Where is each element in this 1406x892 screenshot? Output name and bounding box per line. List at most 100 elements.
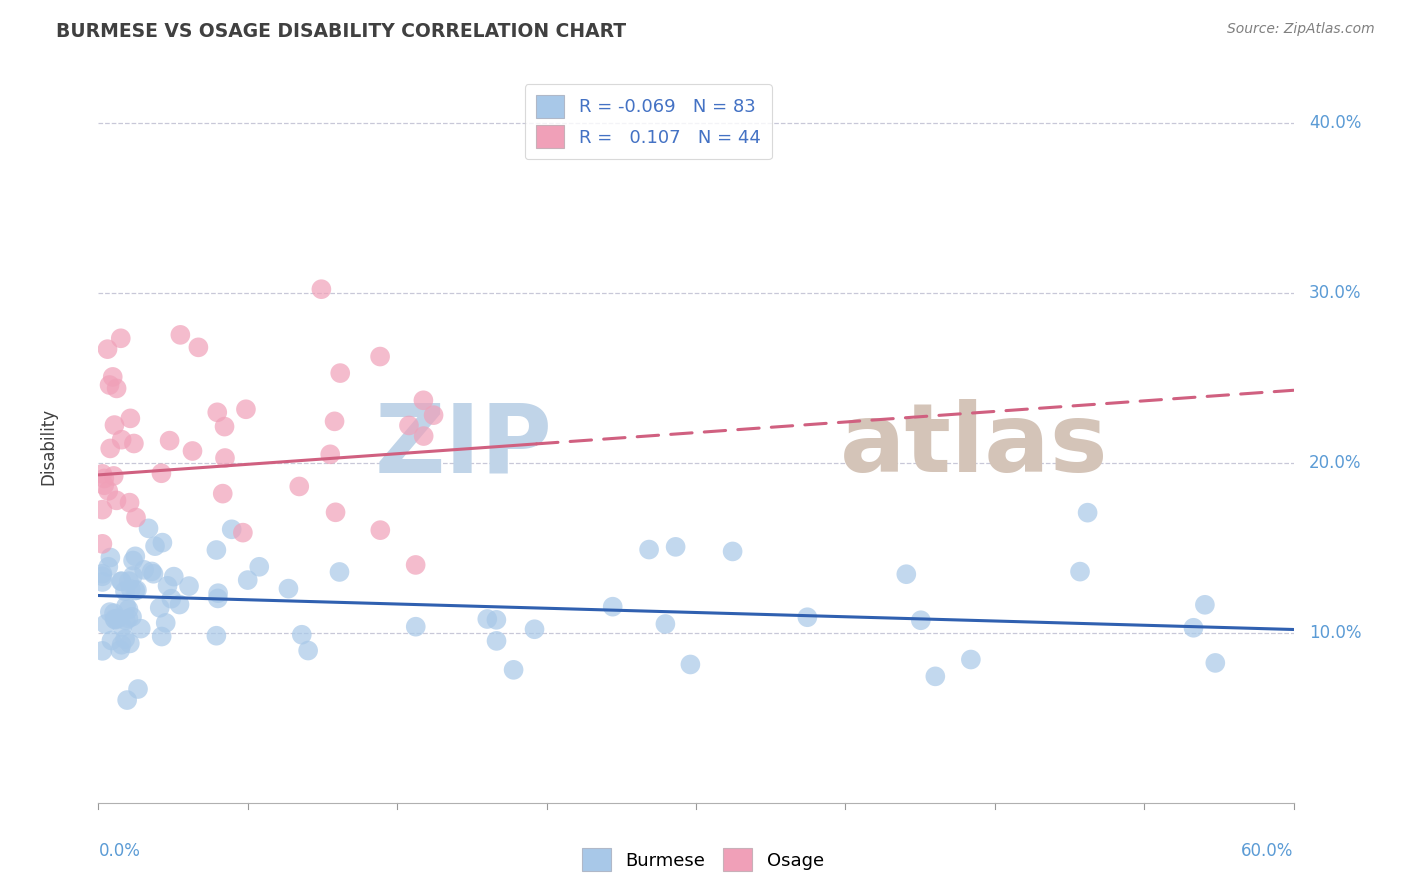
Text: 0.0%: 0.0% — [98, 842, 141, 860]
Point — [97, 483, 120, 498]
Point — [117, 602, 139, 616]
Point — [91, 467, 114, 481]
Legend: R = -0.069   N = 83, R =   0.107   N = 44: R = -0.069 N = 83, R = 0.107 N = 44 — [524, 84, 772, 160]
Point — [221, 522, 243, 536]
Point — [96, 342, 118, 356]
Point — [115, 693, 138, 707]
Point — [325, 505, 347, 519]
Point — [143, 539, 166, 553]
Point — [924, 669, 946, 683]
Point — [125, 510, 148, 524]
Point — [412, 393, 434, 408]
Point — [155, 615, 177, 630]
Point — [114, 632, 136, 646]
Point — [485, 633, 508, 648]
Point — [236, 573, 259, 587]
Point — [159, 434, 181, 448]
Point — [207, 586, 229, 600]
Point — [1204, 656, 1226, 670]
Text: Source: ZipAtlas.com: Source: ZipAtlas.com — [1227, 22, 1375, 37]
Point — [103, 606, 125, 620]
Text: 40.0%: 40.0% — [1309, 114, 1361, 132]
Point — [150, 630, 173, 644]
Point — [485, 613, 508, 627]
Text: ZIP: ZIP — [374, 400, 553, 492]
Point — [149, 600, 172, 615]
Point — [122, 553, 145, 567]
Point — [297, 643, 319, 657]
Point — [368, 523, 391, 537]
Point — [98, 378, 121, 392]
Point — [602, 599, 624, 614]
Text: BURMESE VS OSAGE DISABILITY CORRELATION CHART: BURMESE VS OSAGE DISABILITY CORRELATION … — [56, 22, 626, 41]
Point — [1077, 506, 1099, 520]
Point — [117, 611, 139, 625]
Point — [211, 486, 233, 500]
Point — [100, 633, 122, 648]
Point — [1194, 598, 1216, 612]
Point — [104, 613, 127, 627]
Point — [207, 591, 229, 606]
Point — [169, 598, 191, 612]
Point — [110, 638, 132, 652]
Point — [101, 370, 124, 384]
Point — [91, 537, 114, 551]
Point — [125, 582, 148, 597]
Text: atlas: atlas — [839, 400, 1108, 492]
Point — [118, 636, 141, 650]
Point — [127, 681, 149, 696]
Point — [110, 574, 132, 589]
Legend: Burmese, Osage: Burmese, Osage — [575, 841, 831, 879]
Point — [398, 418, 420, 433]
Point — [160, 591, 183, 606]
Point — [93, 478, 115, 492]
Point — [91, 569, 114, 583]
Point — [156, 579, 179, 593]
Point — [412, 429, 434, 443]
Point — [910, 613, 932, 627]
Point — [796, 610, 818, 624]
Point — [477, 612, 499, 626]
Point — [960, 652, 983, 666]
Point — [163, 569, 186, 583]
Point — [235, 402, 257, 417]
Point — [679, 657, 702, 672]
Point — [721, 544, 744, 558]
Point — [232, 525, 254, 540]
Point — [111, 433, 134, 447]
Point — [405, 620, 427, 634]
Point — [328, 565, 350, 579]
Point — [368, 350, 391, 364]
Text: 20.0%: 20.0% — [1309, 454, 1361, 472]
Point — [169, 327, 191, 342]
Point — [181, 444, 204, 458]
Point — [288, 479, 311, 493]
Point — [98, 605, 121, 619]
Point — [114, 584, 136, 599]
Point — [291, 628, 314, 642]
Point — [523, 622, 546, 636]
Point — [142, 566, 165, 581]
Point — [98, 442, 121, 456]
Point — [329, 366, 352, 380]
Point — [94, 617, 117, 632]
Point — [323, 414, 346, 428]
Point — [638, 542, 661, 557]
Point — [91, 502, 114, 516]
Point — [105, 381, 128, 395]
Point — [122, 569, 145, 583]
Point — [405, 558, 427, 572]
Point — [1182, 621, 1205, 635]
Point — [654, 617, 676, 632]
Point — [110, 574, 132, 589]
Point — [138, 521, 160, 535]
Point — [319, 447, 342, 461]
Point — [205, 543, 228, 558]
Text: 30.0%: 30.0% — [1309, 284, 1361, 302]
Point — [177, 579, 200, 593]
Point — [91, 644, 114, 658]
Text: 60.0%: 60.0% — [1241, 842, 1294, 860]
Point — [665, 540, 688, 554]
Point — [214, 419, 236, 434]
Point — [205, 629, 228, 643]
